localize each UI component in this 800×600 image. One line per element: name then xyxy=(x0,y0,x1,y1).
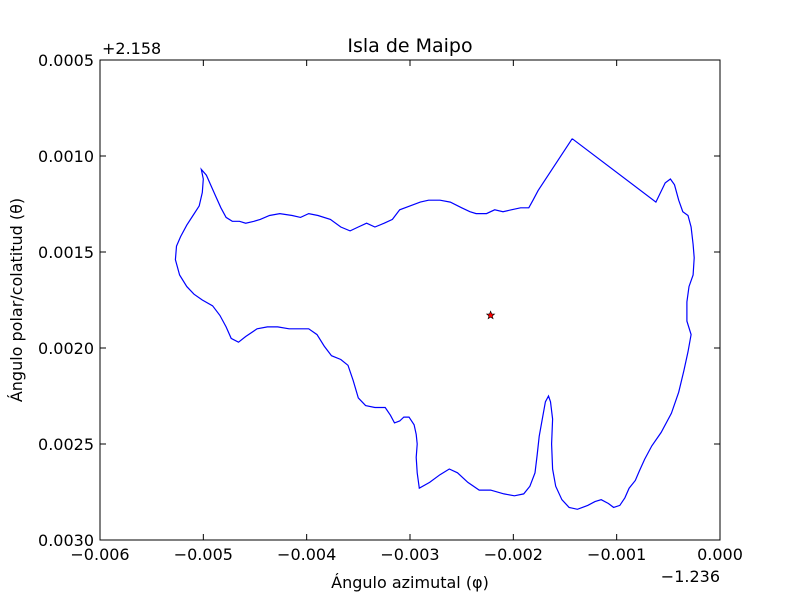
x-tick-label: −0.002 xyxy=(484,545,543,564)
x-tick-label: −0.006 xyxy=(70,545,129,564)
center-star-marker xyxy=(485,310,496,320)
y-tick-label: 0.0015 xyxy=(38,243,94,262)
x-tick-label: 0.000 xyxy=(697,545,743,564)
plot-frame xyxy=(99,59,721,541)
x-tick-label: −0.001 xyxy=(587,545,646,564)
boundary-line-0 xyxy=(174,138,695,510)
y-tick-label: 0.0030 xyxy=(38,531,94,550)
y-tick-label: 0.0025 xyxy=(38,435,94,454)
x-tick-label: −0.003 xyxy=(380,545,439,564)
y-tick-label: 0.0020 xyxy=(38,339,94,358)
x-tick-label: −0.004 xyxy=(277,545,336,564)
y-axis-label: Ángulo polar/colatitud (θ) xyxy=(7,198,26,402)
chart-title: Isla de Maipo xyxy=(347,35,472,57)
y-tick-label: 0.0005 xyxy=(38,51,94,70)
y-offset-label: +2.158 xyxy=(102,39,161,58)
x-axis-label: Ángulo azimutal (φ) xyxy=(331,573,489,592)
y-tick-label: 0.0010 xyxy=(38,147,94,166)
plot-layer xyxy=(174,138,695,510)
ticks-layer: −0.006 −0.005 −0.004 −0.003 −0.002 −0.001 0.00… xyxy=(38,51,743,564)
x-offset-label: −1.236 xyxy=(661,567,720,586)
x-tick-label: −0.005 xyxy=(174,545,233,564)
